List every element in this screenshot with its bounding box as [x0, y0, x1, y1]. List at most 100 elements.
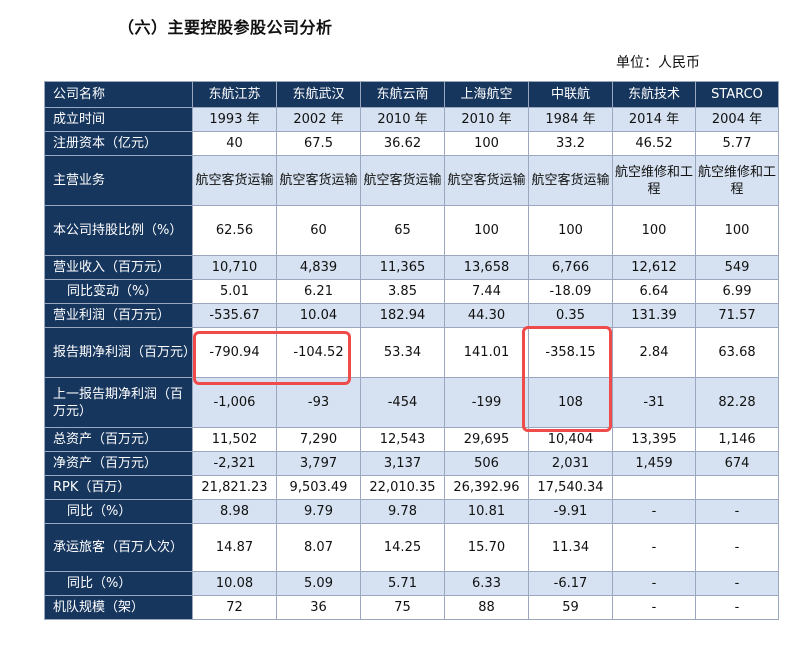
table-cell: 8.98: [192, 499, 277, 524]
table-cell: 10.81: [444, 499, 529, 524]
table-row: 同比变动（%） 5.01 6.21 3.85 7.44 -18.09 6.64 …: [44, 279, 779, 304]
table-cell: [695, 475, 779, 500]
table-cell: 2.84: [612, 327, 696, 378]
table-cell: 71.57: [695, 303, 779, 328]
table-cell: 141.01: [444, 327, 529, 378]
table-cell: -93: [276, 377, 361, 428]
row-label: 承运旅客（百万人次）: [44, 523, 193, 572]
table-cell: 9,503.49: [276, 475, 361, 500]
table-cell: 26,392.96: [444, 475, 529, 500]
table-cell: -9.91: [528, 499, 613, 524]
table-cell: 12,543: [360, 427, 445, 452]
table-cell: 674: [695, 451, 779, 476]
table-cell: 88: [444, 595, 529, 620]
table-cell: -18.09: [528, 279, 613, 304]
table-cell: 航空客货运输: [444, 155, 529, 206]
table-cell: 10,404: [528, 427, 613, 452]
table-cell: 100: [444, 205, 529, 256]
table-cell: -2,321: [192, 451, 277, 476]
row-label: 营业收入（百万元）: [44, 255, 193, 280]
table-cell: 53.34: [360, 327, 445, 378]
header-col: 东航武汉: [276, 81, 361, 108]
table-cell: 2010 年: [444, 107, 529, 132]
table-cell: -: [612, 499, 696, 524]
row-label: 上一报告期净利润（百万元）: [44, 377, 193, 428]
table-row: 注册资本（亿元） 40 67.5 36.62 100 33.2 46.52 5.…: [44, 131, 779, 156]
table-cell: 航空客货运输: [276, 155, 361, 206]
table-cell: 6.64: [612, 279, 696, 304]
table-cell: 36.62: [360, 131, 445, 156]
table-cell: 7.44: [444, 279, 529, 304]
row-label: 净资产（百万元）: [44, 451, 193, 476]
table-cell: 11,365: [360, 255, 445, 280]
table-cell: 1993 年: [192, 107, 277, 132]
table-cell: -: [612, 571, 696, 596]
table-cell: -: [612, 595, 696, 620]
table-cell: 82.28: [695, 377, 779, 428]
table-row: 营业利润（百万元） -535.67 10.04 182.94 44.30 0.3…: [44, 303, 779, 328]
table-cell: 2004 年: [695, 107, 779, 132]
table-cell: 11,502: [192, 427, 277, 452]
row-label: 总资产（百万元）: [44, 427, 193, 452]
header-col: 东航云南: [360, 81, 445, 108]
table-cell: 航空客货运输: [360, 155, 445, 206]
table-cell: 6,766: [528, 255, 613, 280]
table-row: 净资产（百万元） -2,321 3,797 3,137 506 2,031 1,…: [44, 451, 779, 476]
table-cell: -: [695, 499, 779, 524]
table-cell: 40: [192, 131, 277, 156]
table-cell: -: [695, 571, 779, 596]
table-cell: 3,137: [360, 451, 445, 476]
table-cell: 13,395: [612, 427, 696, 452]
table-row: 报告期净利润（百万元） -790.94 -104.52 53.34 141.01…: [44, 327, 779, 378]
table-cell: 13,658: [444, 255, 529, 280]
table-cell: -1,006: [192, 377, 277, 428]
table-cell: [612, 475, 696, 500]
table-cell: 航空客货运输: [528, 155, 613, 206]
table-row: RPK（百万） 21,821.23 9,503.49 22,010.35 26,…: [44, 475, 779, 500]
table-row: 同比（%） 10.08 5.09 5.71 6.33 -6.17 - -: [44, 571, 779, 596]
table-cell: 29,695: [444, 427, 529, 452]
table-cell: 506: [444, 451, 529, 476]
table-cell: -790.94: [192, 327, 277, 378]
table-row: 机队规模（架） 72 36 75 88 59 - -: [44, 595, 779, 620]
table-cell: 1984 年: [528, 107, 613, 132]
table-cell: 2010 年: [360, 107, 445, 132]
table-row: 承运旅客（百万人次） 14.87 8.07 14.25 15.70 11.34 …: [44, 523, 779, 572]
table-cell: -: [695, 523, 779, 572]
table-row: 成立时间 1993 年 2002 年 2010 年 2010 年 1984 年 …: [44, 107, 779, 132]
table-cell: 67.5: [276, 131, 361, 156]
table-cell: 航空客货运输: [192, 155, 277, 206]
table-cell: 3.85: [360, 279, 445, 304]
row-label: RPK（百万）: [44, 475, 193, 500]
table-cell: 5.71: [360, 571, 445, 596]
table-cell: 17,540.34: [528, 475, 613, 500]
header-col: 东航江苏: [192, 81, 277, 108]
table-cell: 2,031: [528, 451, 613, 476]
table-cell: 4,839: [276, 255, 361, 280]
unit-label: 单位：人民币: [616, 55, 700, 71]
section-title: （六）主要控股参股公司分析: [118, 18, 333, 37]
table-cell: 59: [528, 595, 613, 620]
table-cell: 65: [360, 205, 445, 256]
table-cell: 10,710: [192, 255, 277, 280]
row-label: 同比变动（%）: [44, 279, 193, 304]
table-cell: -: [612, 523, 696, 572]
row-label: 成立时间: [44, 107, 193, 132]
table-cell: 0.35: [528, 303, 613, 328]
table-cell: -104.52: [276, 327, 361, 378]
table-cell: 10.04: [276, 303, 361, 328]
table-cell: 131.39: [612, 303, 696, 328]
table-cell: 航空维修和工程: [695, 155, 779, 206]
row-label: 同比（%）: [44, 499, 193, 524]
table-cell: 12,612: [612, 255, 696, 280]
table-cell: 6.21: [276, 279, 361, 304]
row-label: 营业利润（百万元）: [44, 303, 193, 328]
table-cell: 5.77: [695, 131, 779, 156]
table-cell: 9.78: [360, 499, 445, 524]
table-cell: 72: [192, 595, 277, 620]
table-cell: -454: [360, 377, 445, 428]
header-col: 上海航空: [444, 81, 529, 108]
table-cell: 9.79: [276, 499, 361, 524]
table-cell: 11.34: [528, 523, 613, 572]
row-label: 报告期净利润（百万元）: [44, 327, 196, 378]
